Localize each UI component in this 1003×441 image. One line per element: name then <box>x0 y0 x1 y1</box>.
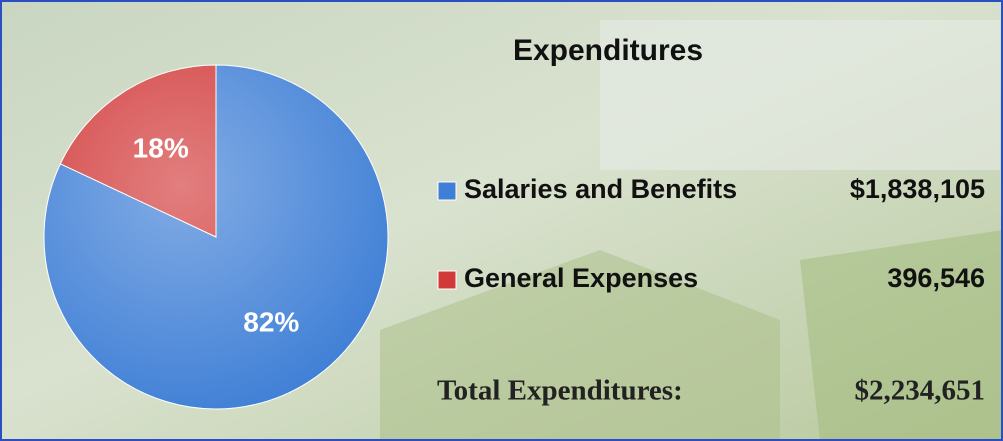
total-value: $2,234,651 <box>855 375 986 407</box>
pie-shine <box>44 65 388 409</box>
greenhouse <box>600 20 1000 170</box>
legend-label: Salaries and Benefits <box>464 174 737 204</box>
amount: $1,838,105 <box>850 174 985 204</box>
garden-bed <box>380 250 780 441</box>
legend-swatch <box>437 181 457 201</box>
total-label: Total Expenditures: <box>437 375 683 407</box>
legend-swatch <box>437 270 457 290</box>
amount: 396,546 <box>887 263 985 293</box>
legend-label: General Expenses <box>464 263 698 293</box>
garden-bed <box>800 230 1003 441</box>
chart-title: Expenditures <box>513 34 703 67</box>
